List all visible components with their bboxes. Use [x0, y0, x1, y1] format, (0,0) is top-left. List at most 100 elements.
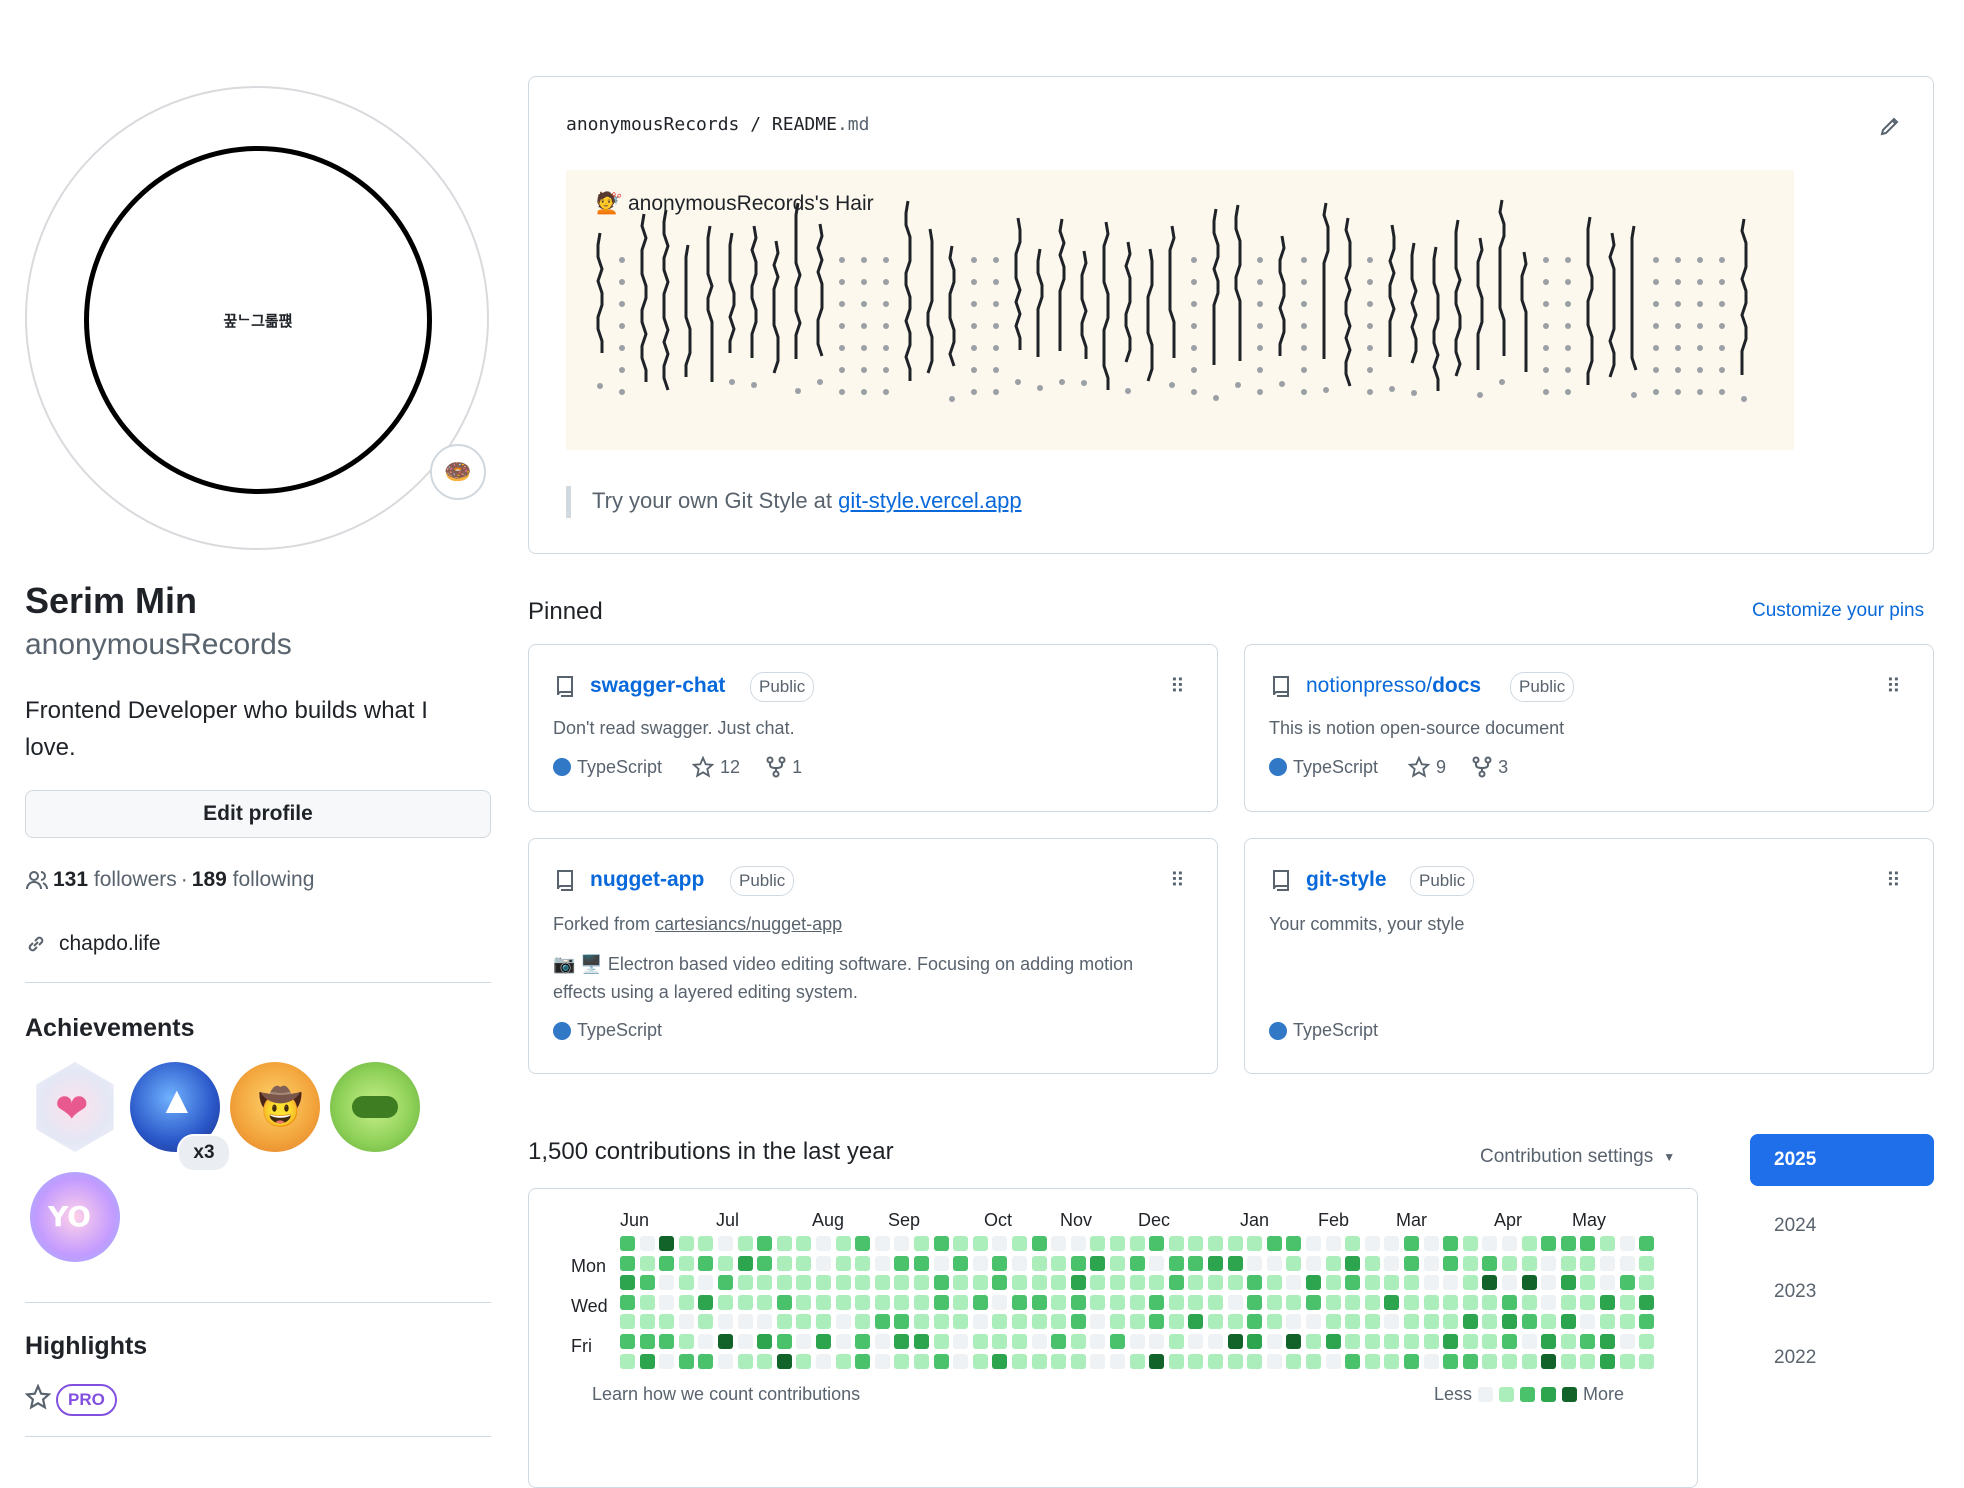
- fork-icon[interactable]: [1472, 756, 1492, 778]
- contribution-day[interactable]: [1384, 1294, 1400, 1310]
- contribution-day[interactable]: [737, 1294, 753, 1310]
- contribution-day[interactable]: [698, 1236, 714, 1251]
- contribution-day[interactable]: [1149, 1275, 1165, 1291]
- contribution-day[interactable]: [894, 1353, 910, 1369]
- contribution-day[interactable]: [776, 1294, 792, 1310]
- contribution-day[interactable]: [1404, 1314, 1419, 1330]
- contribution-day[interactable]: [1286, 1334, 1302, 1349]
- contribution-day[interactable]: [718, 1255, 733, 1271]
- status-emoji-button[interactable]: 🍩: [430, 444, 486, 500]
- contribution-day[interactable]: [1345, 1334, 1361, 1349]
- contribution-day[interactable]: [1619, 1236, 1635, 1251]
- contribution-day[interactable]: [1247, 1294, 1263, 1310]
- contribution-day[interactable]: [1110, 1353, 1125, 1369]
- year-2023-button[interactable]: 2023: [1774, 1281, 1817, 1302]
- contribution-day[interactable]: [1619, 1255, 1635, 1271]
- contribution-day[interactable]: [1325, 1353, 1341, 1369]
- contribution-day[interactable]: [737, 1255, 753, 1271]
- contribution-day[interactable]: [737, 1275, 753, 1291]
- contribution-day[interactable]: [1031, 1255, 1047, 1271]
- contribution-day[interactable]: [1286, 1353, 1302, 1369]
- contribution-day[interactable]: [1247, 1334, 1263, 1349]
- contribution-day[interactable]: [1247, 1353, 1263, 1369]
- contribution-day[interactable]: [1541, 1294, 1557, 1310]
- contribution-day[interactable]: [1560, 1255, 1576, 1271]
- contribution-day[interactable]: [796, 1275, 812, 1291]
- contribution-day[interactable]: [776, 1236, 792, 1251]
- contribution-day[interactable]: [1090, 1314, 1106, 1330]
- contribution-day[interactable]: [953, 1353, 969, 1369]
- achievements-title[interactable]: Achievements: [25, 1014, 195, 1042]
- contribution-day[interactable]: [659, 1255, 675, 1271]
- contribution-day[interactable]: [1227, 1294, 1243, 1310]
- contribution-day[interactable]: [1012, 1353, 1027, 1369]
- contribution-day[interactable]: [1266, 1275, 1282, 1291]
- contribution-day[interactable]: [1619, 1353, 1635, 1369]
- contribution-day[interactable]: [1129, 1314, 1145, 1330]
- contribution-day[interactable]: [1560, 1334, 1576, 1349]
- contribution-day[interactable]: [1031, 1314, 1047, 1330]
- contribution-day[interactable]: [1364, 1236, 1380, 1251]
- contribution-day[interactable]: [1149, 1314, 1165, 1330]
- contribution-day[interactable]: [1384, 1334, 1400, 1349]
- contribution-day[interactable]: [698, 1275, 714, 1291]
- contribution-day[interactable]: [1286, 1236, 1302, 1251]
- contribution-day[interactable]: [1149, 1334, 1165, 1349]
- contribution-day[interactable]: [1502, 1353, 1517, 1369]
- contribution-day[interactable]: [972, 1294, 988, 1310]
- contribution-day[interactable]: [1070, 1236, 1086, 1251]
- contribution-day[interactable]: [1580, 1294, 1596, 1310]
- contribution-day[interactable]: [1168, 1275, 1184, 1291]
- contribution-day[interactable]: [816, 1314, 831, 1330]
- contribution-day[interactable]: [1462, 1294, 1478, 1310]
- contribution-day[interactable]: [698, 1334, 714, 1349]
- contribution-day[interactable]: [933, 1294, 949, 1310]
- fork-count[interactable]: 3: [1498, 756, 1509, 777]
- contribution-day[interactable]: [1384, 1353, 1400, 1369]
- contribution-day[interactable]: [639, 1353, 655, 1369]
- contribution-day[interactable]: [953, 1255, 969, 1271]
- contribution-day[interactable]: [678, 1334, 694, 1349]
- contribution-day[interactable]: [1345, 1294, 1361, 1310]
- contribution-day[interactable]: [620, 1314, 635, 1330]
- contribution-day[interactable]: [1404, 1334, 1419, 1349]
- contribution-day[interactable]: [992, 1255, 1008, 1271]
- contribution-day[interactable]: [1541, 1275, 1557, 1291]
- contribution-day[interactable]: [1110, 1236, 1125, 1251]
- contribution-day[interactable]: [1600, 1353, 1615, 1369]
- contribution-day[interactable]: [1580, 1236, 1596, 1251]
- contribution-day[interactable]: [1012, 1275, 1027, 1291]
- contribution-day[interactable]: [1462, 1275, 1478, 1291]
- contribution-day[interactable]: [933, 1314, 949, 1330]
- contribution-day[interactable]: [1227, 1255, 1243, 1271]
- contribution-day[interactable]: [1580, 1275, 1596, 1291]
- contribution-day[interactable]: [1521, 1314, 1537, 1330]
- contribution-day[interactable]: [1247, 1314, 1263, 1330]
- contribution-day[interactable]: [1266, 1334, 1282, 1349]
- contribution-day[interactable]: [1462, 1255, 1478, 1271]
- contribution-day[interactable]: [776, 1255, 792, 1271]
- star-icon[interactable]: [692, 756, 715, 778]
- contribution-day[interactable]: [698, 1314, 714, 1330]
- contribution-day[interactable]: [659, 1334, 675, 1349]
- contribution-day[interactable]: [1070, 1294, 1086, 1310]
- contribution-day[interactable]: [972, 1353, 988, 1369]
- repo-name-link[interactable]: nugget-app: [590, 868, 705, 891]
- contribution-day[interactable]: [737, 1314, 753, 1330]
- contribution-day[interactable]: [698, 1353, 714, 1369]
- contribution-day[interactable]: [1521, 1334, 1537, 1349]
- contribution-day[interactable]: [835, 1353, 851, 1369]
- contribution-day[interactable]: [796, 1236, 812, 1251]
- contribution-day[interactable]: [1580, 1353, 1596, 1369]
- contribution-day[interactable]: [1404, 1353, 1419, 1369]
- contribution-day[interactable]: [1266, 1294, 1282, 1310]
- contribution-day[interactable]: [1462, 1334, 1478, 1349]
- contribution-day[interactable]: [1306, 1334, 1321, 1349]
- contribution-day[interactable]: [1090, 1353, 1106, 1369]
- contribution-day[interactable]: [1110, 1275, 1125, 1291]
- contribution-day[interactable]: [1443, 1275, 1459, 1291]
- contribution-day[interactable]: [874, 1255, 890, 1271]
- contribution-day[interactable]: [1384, 1275, 1400, 1291]
- contribution-day[interactable]: [1384, 1236, 1400, 1251]
- contribution-day[interactable]: [816, 1334, 831, 1349]
